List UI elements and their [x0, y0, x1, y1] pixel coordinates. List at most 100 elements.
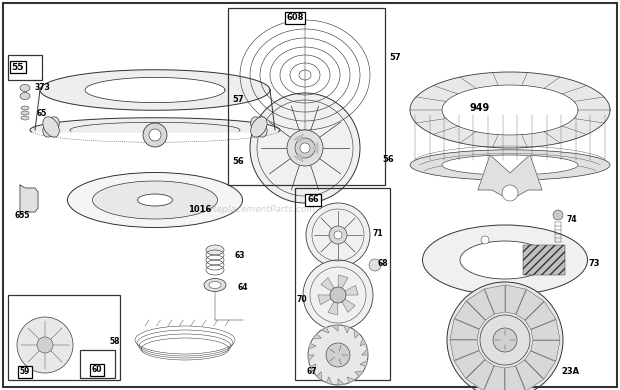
- Circle shape: [303, 260, 373, 330]
- Bar: [295, 188, 390, 380]
- Polygon shape: [317, 372, 321, 380]
- Polygon shape: [454, 351, 485, 378]
- Polygon shape: [355, 372, 363, 376]
- Polygon shape: [467, 289, 494, 320]
- Text: 56: 56: [232, 158, 244, 167]
- Bar: [228, 8, 385, 185]
- Ellipse shape: [43, 117, 60, 137]
- Polygon shape: [450, 319, 479, 340]
- Text: 56: 56: [382, 156, 394, 165]
- Text: 74: 74: [567, 216, 577, 225]
- Text: 655: 655: [14, 211, 30, 220]
- Polygon shape: [484, 366, 505, 390]
- Circle shape: [369, 259, 381, 271]
- Polygon shape: [294, 155, 303, 162]
- Text: 64: 64: [237, 284, 248, 292]
- Ellipse shape: [138, 194, 172, 206]
- Ellipse shape: [442, 155, 578, 175]
- Circle shape: [447, 282, 563, 390]
- Text: 57: 57: [232, 96, 244, 105]
- Text: 58: 58: [110, 337, 120, 346]
- Polygon shape: [360, 361, 368, 367]
- Ellipse shape: [21, 111, 29, 115]
- Polygon shape: [328, 295, 338, 315]
- Circle shape: [553, 210, 563, 220]
- Polygon shape: [318, 295, 338, 305]
- Bar: [523, 245, 565, 275]
- Circle shape: [37, 337, 53, 353]
- Polygon shape: [321, 327, 329, 333]
- Circle shape: [334, 231, 342, 239]
- Circle shape: [287, 130, 323, 166]
- Text: 608: 608: [286, 14, 304, 23]
- Polygon shape: [347, 377, 355, 383]
- Ellipse shape: [21, 116, 29, 120]
- Ellipse shape: [209, 282, 221, 289]
- Circle shape: [250, 93, 360, 203]
- Polygon shape: [525, 351, 556, 379]
- Polygon shape: [338, 379, 344, 385]
- Polygon shape: [20, 185, 38, 215]
- Polygon shape: [310, 364, 316, 372]
- Text: 23A: 23A: [561, 367, 579, 376]
- Text: 1016: 1016: [188, 206, 211, 214]
- Text: 59: 59: [20, 367, 30, 376]
- Bar: [80, 350, 115, 378]
- Circle shape: [326, 343, 350, 367]
- Polygon shape: [40, 70, 270, 110]
- Text: 63: 63: [235, 250, 246, 259]
- Polygon shape: [478, 155, 542, 200]
- Ellipse shape: [204, 278, 226, 291]
- Polygon shape: [450, 340, 479, 360]
- Polygon shape: [338, 285, 358, 295]
- Circle shape: [308, 325, 368, 385]
- Polygon shape: [338, 295, 355, 312]
- Text: 66: 66: [307, 195, 319, 204]
- Ellipse shape: [68, 172, 242, 227]
- Circle shape: [502, 185, 518, 201]
- Text: 57: 57: [389, 53, 401, 62]
- Text: 949: 949: [470, 103, 490, 113]
- Polygon shape: [531, 340, 560, 361]
- Polygon shape: [313, 334, 321, 339]
- Polygon shape: [294, 134, 303, 141]
- Text: 68: 68: [378, 259, 388, 268]
- Polygon shape: [338, 275, 348, 295]
- Ellipse shape: [20, 92, 30, 99]
- Polygon shape: [531, 319, 560, 340]
- Polygon shape: [516, 289, 544, 320]
- Polygon shape: [85, 77, 225, 103]
- Bar: [8, 295, 120, 380]
- Circle shape: [300, 143, 310, 153]
- Circle shape: [295, 138, 315, 158]
- Circle shape: [480, 315, 530, 365]
- Circle shape: [493, 328, 517, 352]
- Polygon shape: [360, 338, 366, 346]
- Polygon shape: [525, 301, 556, 329]
- Text: 70: 70: [297, 296, 308, 305]
- Polygon shape: [410, 72, 610, 148]
- Polygon shape: [466, 360, 494, 390]
- Text: 60: 60: [92, 365, 102, 374]
- Ellipse shape: [250, 117, 267, 137]
- Text: eReplacementParts.com: eReplacementParts.com: [205, 206, 316, 214]
- Ellipse shape: [92, 181, 218, 219]
- Polygon shape: [516, 360, 543, 390]
- Polygon shape: [362, 349, 368, 355]
- Polygon shape: [321, 278, 338, 295]
- Polygon shape: [454, 301, 485, 329]
- Ellipse shape: [460, 241, 550, 279]
- Ellipse shape: [250, 117, 267, 137]
- Polygon shape: [332, 325, 338, 331]
- Ellipse shape: [43, 117, 60, 137]
- Polygon shape: [485, 285, 505, 314]
- Polygon shape: [308, 355, 314, 361]
- Text: 67: 67: [307, 367, 317, 376]
- Circle shape: [330, 287, 346, 303]
- Polygon shape: [313, 143, 318, 153]
- Ellipse shape: [422, 225, 588, 295]
- Polygon shape: [309, 344, 316, 349]
- Ellipse shape: [410, 150, 610, 180]
- Polygon shape: [505, 366, 525, 390]
- Ellipse shape: [20, 85, 30, 92]
